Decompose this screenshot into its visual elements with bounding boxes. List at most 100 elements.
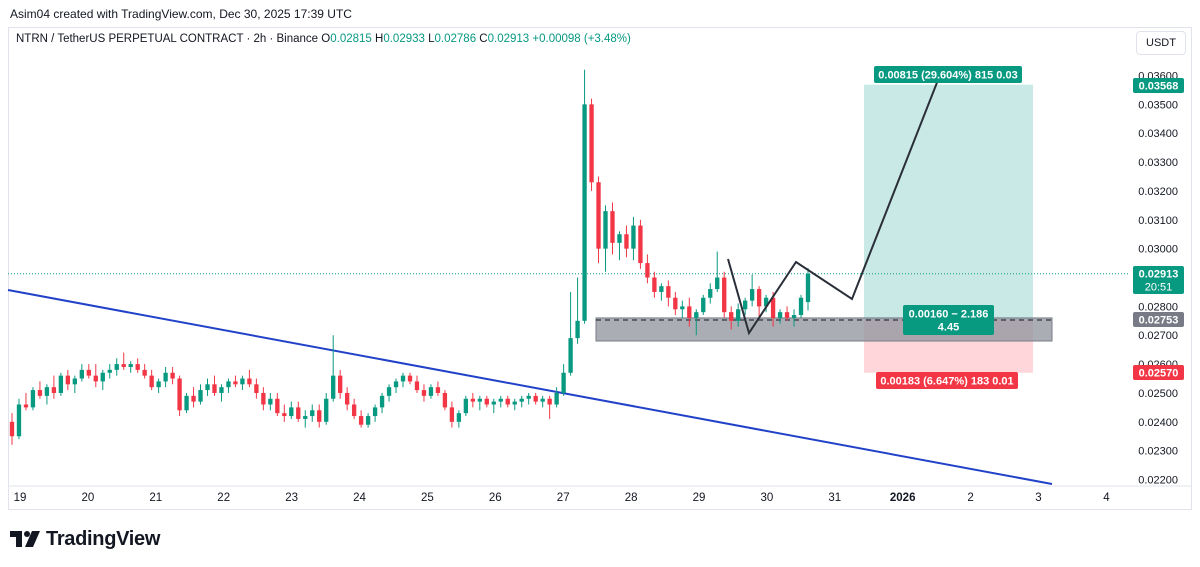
countdown-text: 20:51	[1145, 282, 1173, 294]
candle-body	[784, 312, 790, 318]
candle-body	[51, 387, 57, 393]
candle-body	[491, 401, 496, 405]
candle-body	[191, 395, 196, 402]
candle-body	[198, 390, 203, 402]
candle-body	[344, 392, 350, 405]
candle-body	[631, 225, 636, 249]
candle-body	[533, 395, 538, 402]
candle-body	[226, 381, 231, 388]
candle-body	[44, 387, 50, 396]
descending-trendline	[7, 289, 1053, 485]
candle-body	[680, 306, 685, 310]
candle-body	[93, 375, 98, 382]
candle-body	[770, 297, 776, 318]
time-tick-label: 26	[489, 492, 502, 504]
low-label: L	[428, 33, 435, 45]
candle-body	[729, 312, 734, 321]
candle-body	[65, 375, 71, 385]
time-tick-label: 3	[1035, 492, 1041, 504]
price-tick-label: 0.03300	[1138, 157, 1178, 169]
price-chart[interactable]: 0.00815 (29.604%) 815 0.03 0.00183 (6.64…	[0, 0, 1200, 515]
price-tick-label: 0.02800	[1138, 301, 1178, 313]
candle-body	[407, 375, 413, 382]
candle-body	[296, 407, 301, 419]
time-tick-label: 4	[1103, 492, 1110, 504]
candle-body	[414, 381, 420, 391]
price-tick-label: 0.03000	[1138, 244, 1178, 256]
candle-body	[219, 387, 224, 393]
trendline-layer[interactable]	[7, 289, 1053, 485]
candle-body	[652, 277, 657, 292]
candle-body	[442, 392, 448, 408]
candle-body	[149, 375, 154, 388]
entry-price-text: 0.02753	[1139, 315, 1179, 327]
stop-label: 0.00183 (6.647%) 183 0.01	[880, 376, 1013, 388]
candle-body	[212, 384, 217, 393]
candle-body	[268, 398, 273, 405]
candle-body	[477, 398, 482, 402]
candle-body	[379, 395, 385, 408]
candle-body	[400, 375, 406, 382]
low-value: 0.02786	[434, 33, 477, 45]
candle-body	[170, 372, 175, 379]
candle-body	[435, 387, 441, 393]
projection-path-layer[interactable]	[727, 79, 939, 336]
candle-body	[386, 387, 392, 396]
currency-button[interactable]: USDT	[1136, 31, 1186, 55]
candle-body	[610, 211, 615, 243]
candle-body	[756, 289, 762, 307]
symbol-legend[interactable]: NTRN / TetherUS PERPETUAL CONTRACT · 2h …	[16, 33, 631, 45]
close-label: C	[479, 33, 488, 45]
candle-body	[540, 398, 545, 402]
candle-body	[687, 306, 692, 318]
candle-body	[393, 381, 399, 388]
candle-body	[79, 369, 84, 379]
candle-body	[498, 398, 503, 402]
candle-body	[261, 392, 266, 405]
candle-body	[701, 297, 706, 313]
candles-layer	[9, 69, 811, 445]
time-tick-label: 2	[967, 492, 973, 504]
candle-body	[72, 378, 78, 385]
brand-name: TradingView	[46, 527, 161, 550]
candle-body	[254, 384, 259, 393]
candle-body	[666, 286, 671, 298]
high-label: H	[375, 33, 384, 45]
candle-body	[100, 372, 105, 382]
candle-body	[421, 390, 427, 396]
candle-body	[351, 404, 357, 417]
price-tick-label: 0.03200	[1138, 186, 1178, 198]
candle-body	[289, 407, 294, 417]
symbol-name[interactable]: NTRN / TetherUS PERPETUAL CONTRACT · 2h …	[16, 33, 319, 45]
candle-body	[694, 312, 699, 318]
candle-body	[107, 369, 112, 373]
candle-body	[554, 392, 559, 405]
stop-label-box	[876, 372, 1018, 389]
open-value: 0.02815	[330, 33, 372, 45]
candle-body	[749, 289, 755, 301]
entry-price-tag	[1133, 312, 1184, 327]
candle-body	[456, 413, 462, 422]
time-tick-label: 20	[82, 492, 95, 504]
open-label: O	[321, 33, 331, 45]
candle-body	[624, 234, 629, 249]
time-tick-label: 24	[353, 492, 366, 504]
candle-body	[470, 398, 476, 402]
tradingview-logo: TradingView	[10, 528, 160, 550]
candle-body	[708, 289, 713, 298]
candle-body	[37, 390, 43, 396]
candle-body	[184, 395, 189, 411]
candle-body	[638, 225, 643, 264]
change-value: +0.00098 (+3.48%)	[532, 33, 631, 45]
price-tick-label: 0.03100	[1138, 215, 1178, 227]
candle-body	[58, 375, 64, 393]
candle-body	[16, 404, 22, 437]
stop-price-tag	[1133, 365, 1184, 380]
price-axis-labels: 0.03568 0.02913 20:51 0.02753 0.02570	[1133, 78, 1184, 380]
candle-body	[561, 372, 566, 393]
candle-body	[659, 286, 664, 292]
time-axis[interactable]: 19 20 21 22 23 24 25 26 27 28 29 30 31 2026 2 3 4	[14, 492, 1111, 504]
candle-body	[512, 401, 517, 405]
current-price-text: 0.02913	[1139, 269, 1179, 281]
candle-body	[603, 211, 608, 249]
